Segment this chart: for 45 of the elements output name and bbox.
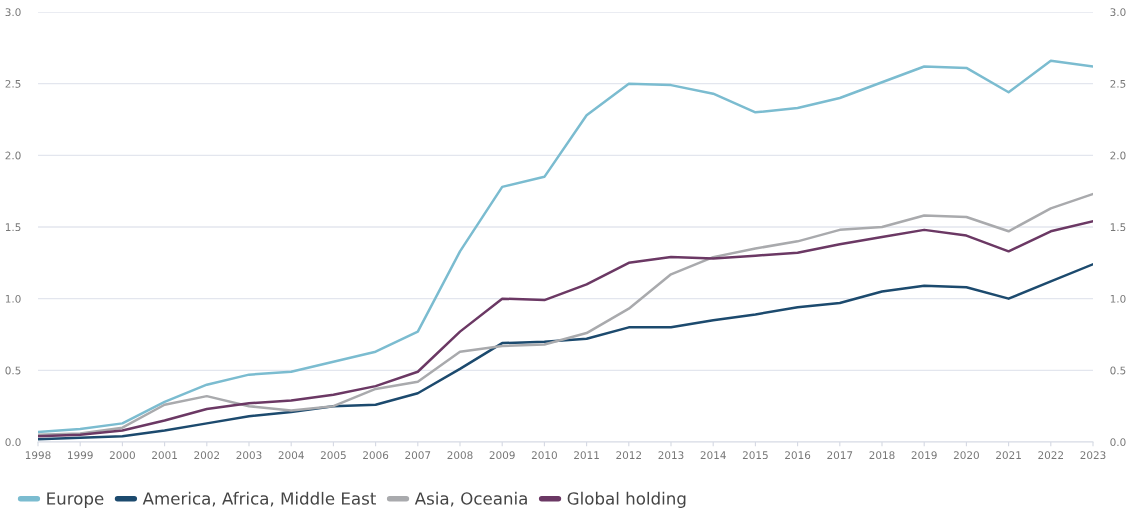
x-tick-label: 2015 bbox=[742, 451, 768, 460]
line-series bbox=[38, 59, 1093, 434]
x-tick-label: 1999 bbox=[68, 451, 93, 460]
y2-tick-label: 1.0 bbox=[1110, 294, 1126, 303]
x-tick-label: 2009 bbox=[489, 451, 515, 460]
y-tick-label: 1.5 bbox=[5, 223, 21, 232]
legend-label: America, Africa, Middle East bbox=[142, 491, 376, 507]
x-tick-label: 2014 bbox=[700, 451, 726, 460]
y2-tick-label: 1.5 bbox=[1110, 223, 1126, 232]
y-tick-label: 2.5 bbox=[5, 79, 21, 88]
y2-tick-label: 0.5 bbox=[1110, 366, 1126, 375]
x-tick-label: 2021 bbox=[996, 451, 1021, 460]
x-tick-label: 2023 bbox=[1080, 451, 1106, 460]
x-tick-label: 2005 bbox=[320, 451, 346, 460]
x-tick-label: 2016 bbox=[785, 451, 811, 460]
x-tick-label: 2008 bbox=[447, 451, 473, 460]
y-tick-label: 2.0 bbox=[5, 151, 21, 160]
y2-tick-label: 2.0 bbox=[1110, 151, 1126, 160]
x-tick-label: 2001 bbox=[152, 451, 177, 460]
x-tick-label: 2004 bbox=[278, 451, 304, 460]
x-tick-label: 2010 bbox=[531, 451, 557, 460]
x-tick-label: 2006 bbox=[363, 451, 389, 460]
x-tick-label: 2013 bbox=[658, 451, 684, 460]
x-tick-label: 2020 bbox=[953, 451, 979, 460]
legend-label: Europe bbox=[47, 492, 104, 508]
y-tick-label: 3.0 bbox=[5, 8, 21, 17]
y2-tick-label: 2.5 bbox=[1110, 79, 1126, 88]
x-tick-label: 2018 bbox=[869, 451, 895, 460]
x-tick-label: 2003 bbox=[236, 451, 262, 460]
x-tick-label: 1998 bbox=[25, 451, 51, 460]
x-tick-label: 2000 bbox=[109, 451, 135, 460]
y-tick-label: 0.5 bbox=[5, 366, 21, 375]
x-tick-label: 2022 bbox=[1038, 451, 1064, 460]
x-tick-label: 2007 bbox=[405, 451, 431, 460]
y2-tick-label: 0.0 bbox=[1110, 438, 1126, 447]
x-tick-label: 2011 bbox=[574, 451, 599, 460]
x-tick-label: 2019 bbox=[911, 451, 937, 460]
y-tick-label: 0.0 bbox=[5, 438, 21, 447]
y-tick-label: 1.0 bbox=[5, 294, 21, 303]
legend-label: Asia, Oceania bbox=[414, 491, 527, 507]
legend-label: Global holding bbox=[567, 491, 686, 508]
x-tick-label: 2012 bbox=[616, 451, 642, 460]
x-tick-label: 2002 bbox=[194, 451, 220, 460]
x-tick-label: 2017 bbox=[827, 451, 853, 460]
y2-tick-label: 3.0 bbox=[1110, 8, 1126, 17]
